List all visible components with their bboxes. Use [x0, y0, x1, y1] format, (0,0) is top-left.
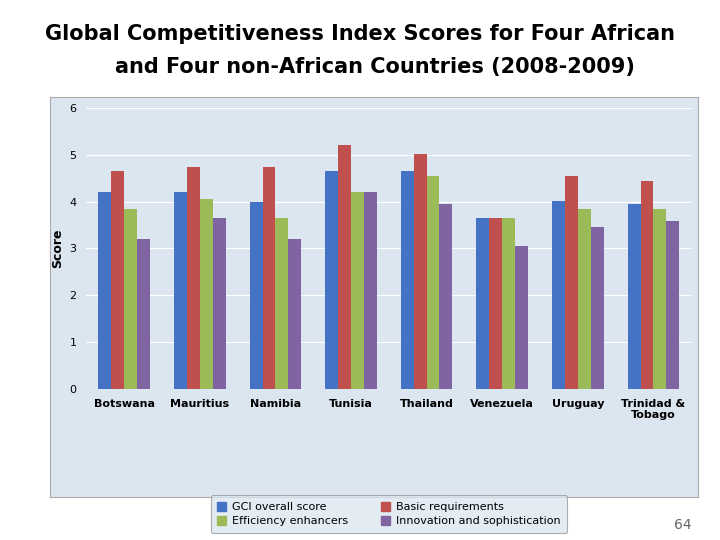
Bar: [212, 218, 225, 389]
Bar: [187, 166, 199, 389]
Text: 64: 64: [674, 518, 691, 532]
Bar: [401, 171, 414, 389]
Bar: [288, 239, 301, 389]
Bar: [628, 204, 641, 389]
Bar: [426, 176, 439, 389]
Bar: [515, 246, 528, 389]
Bar: [124, 208, 137, 389]
Legend: GCI overall score, Efficiency enhancers, Basic requirements, Innovation and soph: GCI overall score, Efficiency enhancers,…: [211, 495, 567, 533]
Bar: [590, 227, 603, 389]
Y-axis label: Score: Score: [51, 228, 64, 268]
Bar: [112, 171, 124, 389]
Text: Global Competitiveness Index Scores for Four African: Global Competitiveness Index Scores for …: [45, 24, 675, 44]
Bar: [99, 192, 112, 389]
Bar: [351, 192, 364, 389]
Bar: [263, 166, 275, 389]
Bar: [666, 221, 679, 389]
Bar: [325, 171, 338, 389]
Bar: [490, 218, 502, 389]
Bar: [577, 208, 590, 389]
Bar: [653, 208, 666, 389]
Bar: [477, 218, 490, 389]
Bar: [364, 192, 377, 389]
Bar: [275, 218, 288, 389]
Bar: [414, 154, 426, 389]
Bar: [250, 201, 263, 389]
Bar: [552, 201, 565, 389]
Bar: [565, 176, 577, 389]
Bar: [641, 180, 654, 389]
Bar: [439, 204, 452, 389]
Bar: [503, 218, 515, 389]
Text: and Four non-African Countries (2008-2009): and Four non-African Countries (2008-200…: [86, 57, 634, 77]
Bar: [199, 199, 212, 389]
Bar: [137, 239, 150, 389]
Bar: [174, 192, 187, 389]
Bar: [338, 145, 351, 389]
